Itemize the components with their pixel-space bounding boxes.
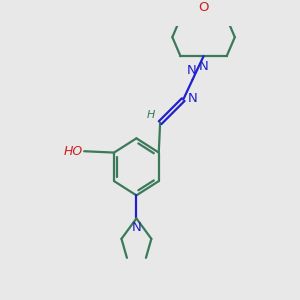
Text: N: N <box>131 220 141 234</box>
Text: H: H <box>146 110 155 120</box>
Text: N: N <box>187 92 197 105</box>
Text: N: N <box>199 60 208 73</box>
Text: HO: HO <box>64 145 83 158</box>
Text: O: O <box>198 1 209 14</box>
Text: N: N <box>187 64 196 77</box>
